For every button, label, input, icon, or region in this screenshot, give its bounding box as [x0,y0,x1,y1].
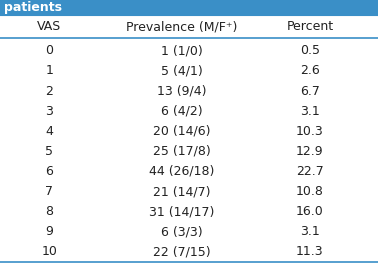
Text: 13 (9/4): 13 (9/4) [157,85,206,98]
Text: 0.5: 0.5 [300,44,320,57]
Text: 6.7: 6.7 [300,85,320,98]
Text: 10.8: 10.8 [296,185,324,198]
Text: VAS: VAS [37,20,61,33]
Text: 6 (4/2): 6 (4/2) [161,105,202,118]
Text: 5: 5 [45,145,53,158]
Text: Percent: Percent [287,20,333,33]
Text: 1: 1 [45,64,53,77]
Text: 6: 6 [45,165,53,178]
Text: 20 (14/6): 20 (14/6) [153,125,210,138]
Text: 3.1: 3.1 [300,105,320,118]
Text: 2: 2 [45,85,53,98]
Text: 22 (7/15): 22 (7/15) [153,246,210,259]
Text: 22.7: 22.7 [296,165,324,178]
Text: patients: patients [4,1,62,14]
Text: 10.3: 10.3 [296,125,324,138]
Text: 6 (3/3): 6 (3/3) [161,225,202,238]
Text: 25 (17/8): 25 (17/8) [153,145,210,158]
Text: 3.1: 3.1 [300,225,320,238]
Text: 9: 9 [45,225,53,238]
Text: 16.0: 16.0 [296,205,324,218]
Text: 12.9: 12.9 [296,145,324,158]
Text: 11.3: 11.3 [296,246,324,259]
Text: 3: 3 [45,105,53,118]
Text: 31 (14/17): 31 (14/17) [149,205,214,218]
Text: 8: 8 [45,205,53,218]
Text: 7: 7 [45,185,53,198]
Text: 10: 10 [41,246,57,259]
Text: 4: 4 [45,125,53,138]
Text: 1 (1/0): 1 (1/0) [161,44,202,57]
Text: 44 (26/18): 44 (26/18) [149,165,214,178]
Text: Prevalence (M/F⁺): Prevalence (M/F⁺) [126,20,237,33]
Text: 0: 0 [45,44,53,57]
Text: 21 (14/7): 21 (14/7) [153,185,210,198]
Text: 2.6: 2.6 [300,64,320,77]
FancyBboxPatch shape [0,0,378,15]
Text: 5 (4/1): 5 (4/1) [161,64,202,77]
